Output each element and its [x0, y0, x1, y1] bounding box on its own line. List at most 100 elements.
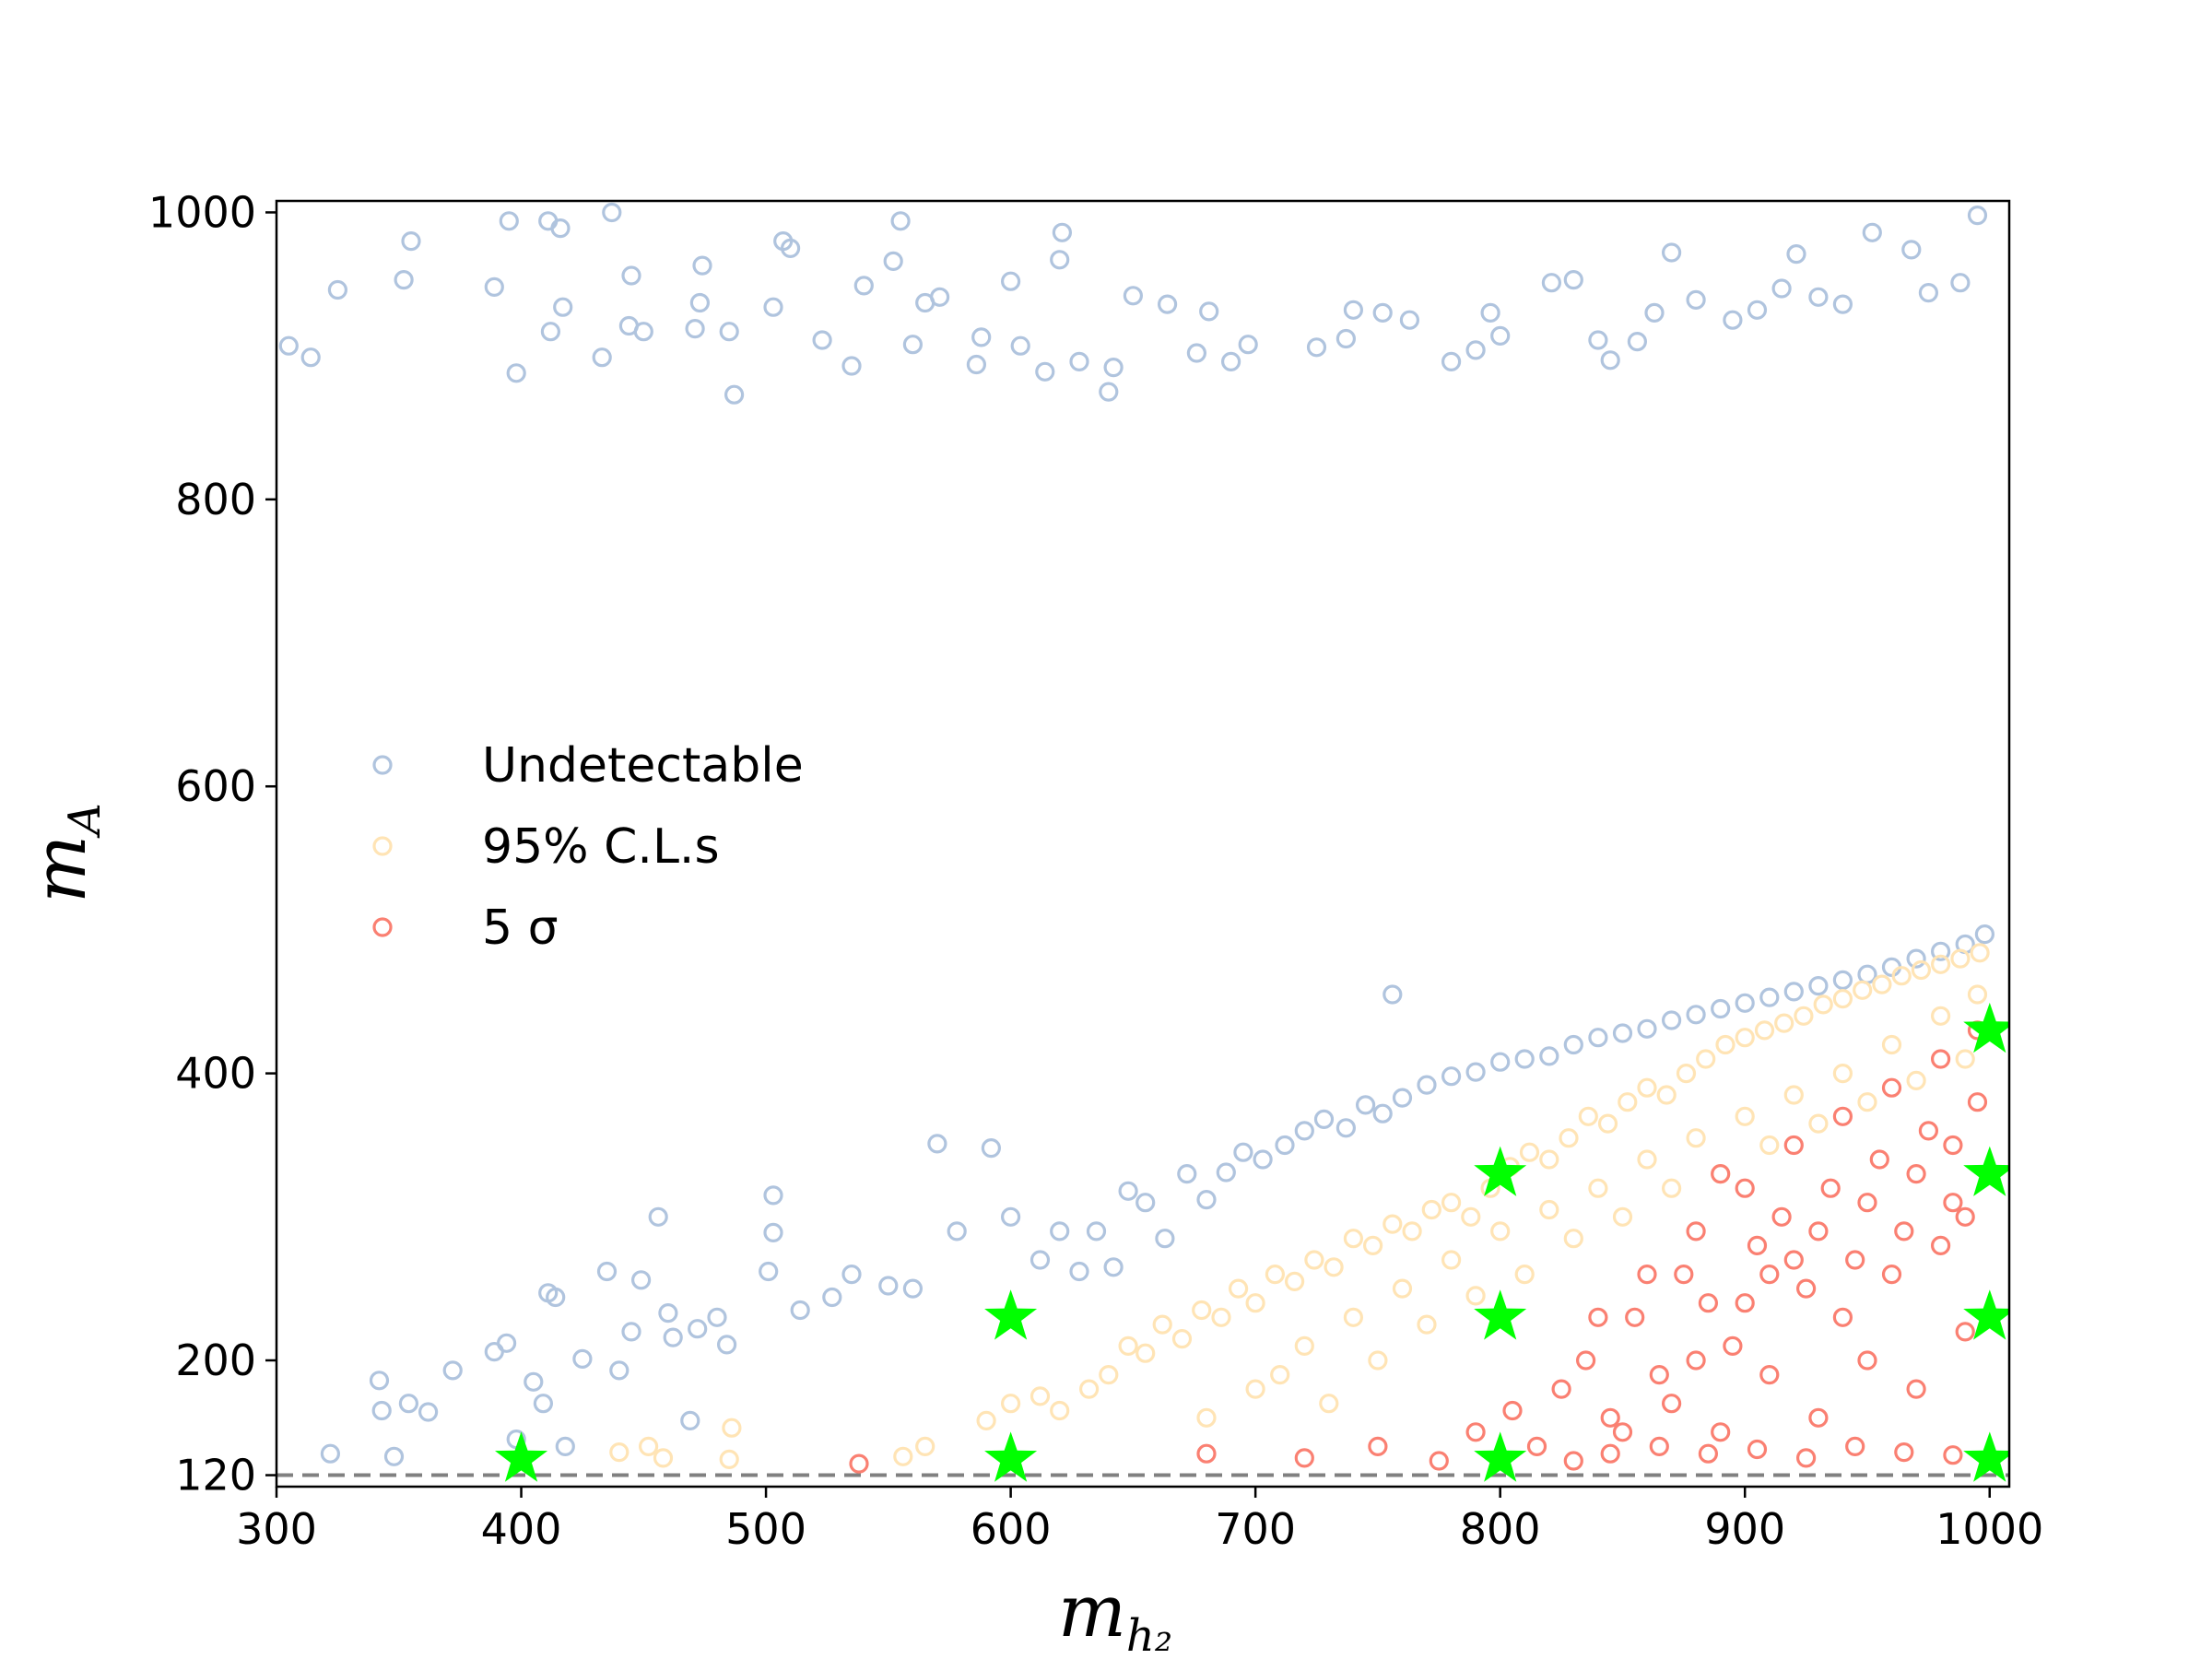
data-point [1808, 1407, 1829, 1428]
data-point [680, 1410, 700, 1431]
data-point [1238, 335, 1258, 355]
data-point [1612, 1023, 1633, 1043]
data-point [1931, 1235, 1951, 1256]
data-point [1943, 1135, 1963, 1156]
data-point [1754, 1020, 1775, 1041]
data-point [1735, 1028, 1755, 1048]
y-tick-label: 200 [175, 1335, 256, 1385]
data-point [630, 1270, 652, 1290]
data-point [371, 1400, 392, 1421]
data-point [1050, 250, 1070, 270]
data-point [1795, 1448, 1817, 1468]
data-point [1429, 1451, 1449, 1471]
data-point [1588, 330, 1608, 350]
data-point [499, 211, 519, 231]
data-point [1000, 1206, 1021, 1227]
data-point [1306, 337, 1327, 358]
data-point [1030, 1386, 1051, 1406]
data-point [1588, 1307, 1608, 1327]
data-point [1813, 994, 1833, 1015]
data-point [1845, 1436, 1865, 1457]
data-point [1441, 1193, 1462, 1213]
data-point [1894, 1221, 1914, 1241]
data-point [1808, 1221, 1829, 1241]
data-point [1857, 1193, 1877, 1213]
data-point [841, 356, 862, 376]
data-point [327, 279, 347, 300]
data-point [1906, 948, 1926, 969]
data-point [1152, 1314, 1172, 1335]
x-tick-label: 400 [481, 1504, 562, 1554]
data-point [893, 1446, 913, 1466]
data-point [1099, 1364, 1119, 1385]
data-point [759, 1261, 779, 1282]
data-point [902, 1278, 924, 1299]
data-point [1715, 1034, 1735, 1055]
data-point [1465, 340, 1486, 360]
data-point [790, 1300, 810, 1321]
data-point [1099, 382, 1119, 402]
data-point [550, 218, 571, 239]
data-point [1465, 1422, 1486, 1442]
data-point [1539, 1046, 1559, 1066]
data-point [1392, 1088, 1413, 1108]
data-point [1335, 1118, 1357, 1138]
data-point [663, 1327, 683, 1347]
data-point [1050, 1400, 1070, 1421]
data-point [1711, 998, 1731, 1019]
data-point [398, 1394, 418, 1414]
data-point [947, 1221, 967, 1241]
data-point [1035, 361, 1055, 382]
data-point [1656, 1085, 1677, 1105]
data-point [1774, 1013, 1794, 1033]
data-point [1661, 242, 1682, 263]
data-point [763, 1222, 783, 1243]
data-point [1637, 1018, 1657, 1039]
data-point [1157, 294, 1178, 314]
data-point [1372, 302, 1393, 323]
data-point [1421, 1199, 1441, 1220]
data-point [883, 251, 903, 271]
data-point [1735, 993, 1755, 1013]
data-point [1575, 1350, 1596, 1371]
data-point [692, 255, 712, 276]
data-point [1519, 1142, 1540, 1162]
data-point [540, 322, 561, 342]
y-tick-label: 120 [175, 1451, 256, 1500]
data-point [1465, 1286, 1486, 1306]
data-point [1783, 982, 1804, 1002]
data-point [1906, 1163, 1926, 1184]
data-point [1000, 271, 1021, 291]
data-point [1294, 1335, 1314, 1357]
data-point [484, 276, 504, 297]
data-point [648, 1206, 668, 1227]
benchmark-star-point [1963, 1002, 2009, 1053]
data-point [1711, 1163, 1731, 1184]
data-point [1783, 1085, 1804, 1105]
data-point [1171, 1328, 1193, 1349]
data-point [927, 1134, 947, 1154]
data-point [1637, 1077, 1657, 1098]
data-point [1612, 1206, 1633, 1227]
data-point [1612, 1422, 1633, 1442]
data-point [1625, 1307, 1645, 1327]
data-point [506, 363, 526, 383]
data-point [1901, 240, 1922, 260]
series-2 [609, 943, 1990, 1470]
data-point [1637, 1264, 1657, 1285]
data-point [1872, 974, 1892, 994]
data-point [1771, 1206, 1792, 1227]
data-point [1177, 1163, 1197, 1184]
data-point [1502, 1400, 1523, 1421]
x-tick-label: 900 [1704, 1504, 1785, 1554]
data-point [1686, 1350, 1706, 1371]
data-point [555, 1436, 575, 1457]
data-point [1382, 1214, 1403, 1234]
data-point [609, 1441, 629, 1463]
data-point [1911, 959, 1931, 981]
data-point [1759, 1364, 1780, 1385]
data-point [1539, 1149, 1559, 1170]
data-point [1228, 1278, 1249, 1299]
data-point [1686, 289, 1706, 310]
plot-frame [275, 199, 2011, 1488]
